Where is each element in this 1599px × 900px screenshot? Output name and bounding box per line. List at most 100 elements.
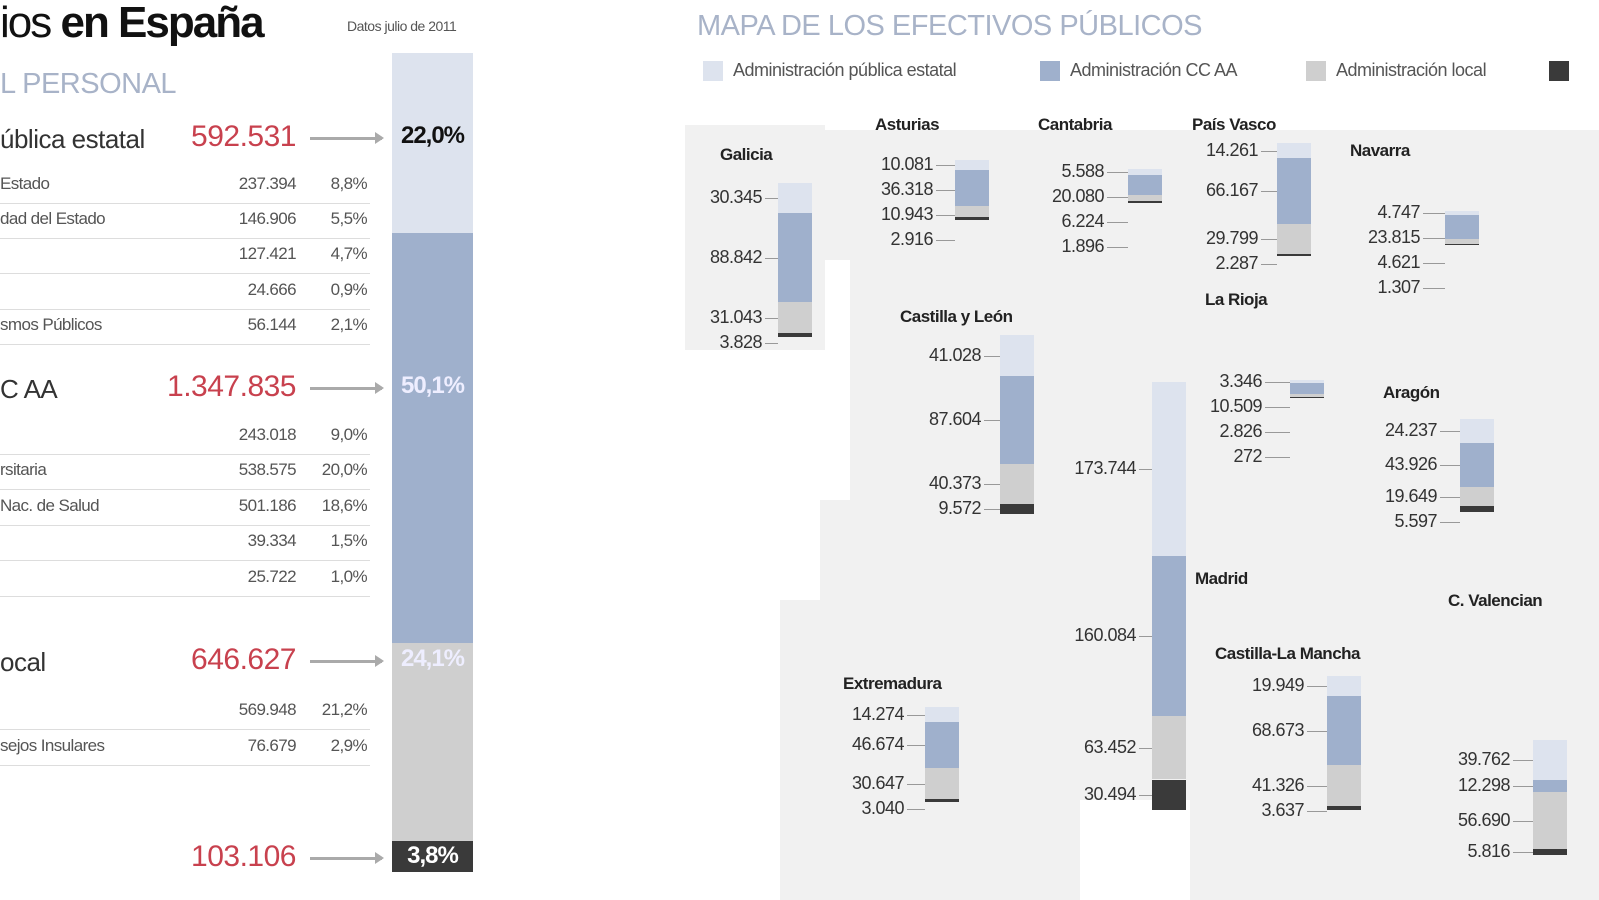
leader-line	[1307, 810, 1327, 812]
table-row: 243.018 9,0%	[0, 419, 370, 455]
bar-segment	[955, 169, 989, 207]
bar-segment	[1277, 143, 1311, 158]
leader-line	[1139, 747, 1152, 749]
legend-item-ccaa: Administración CC AA	[1040, 60, 1238, 84]
bar-segment	[1290, 393, 1324, 397]
section-label: ocal	[0, 647, 46, 677]
row-value: 25.722	[247, 567, 297, 586]
table-row: sejos Insulares 76.679 2,9%	[0, 730, 370, 766]
section-percent: 50,1%	[400, 372, 465, 399]
leader-line	[1440, 464, 1460, 466]
table-row: smos Públicos 56.144 2,1%	[0, 309, 370, 345]
leader-line	[1423, 237, 1445, 239]
leader-line	[1265, 406, 1290, 408]
leader-line	[1261, 263, 1277, 265]
leader-line	[1265, 456, 1290, 458]
row-value: 56.144	[247, 315, 297, 334]
leader-line	[936, 239, 955, 241]
row-label: dad del Estado	[0, 209, 106, 228]
value-label: 66.167	[1205, 179, 1259, 200]
leader-line	[1107, 247, 1128, 248]
value-label: 40.373	[928, 473, 982, 494]
value-label: 10.943	[880, 203, 934, 224]
value-label: 14.274	[851, 703, 905, 724]
value-label: 4.747	[1377, 201, 1420, 222]
region-name: C. Valencian	[1448, 591, 1543, 610]
legend-label: Administración pública estatal	[733, 60, 957, 80]
legend-item-estatal: Administración pública estatal	[703, 60, 957, 84]
leader-line	[1261, 238, 1277, 240]
section-percent: 22,0%	[400, 122, 465, 149]
total-bar-segment	[392, 233, 473, 644]
row-percent: 21,2%	[321, 700, 368, 719]
bar-segment	[1533, 740, 1567, 781]
total-bar-segment	[392, 53, 473, 234]
value-label: 41.028	[928, 344, 982, 365]
row-label: rsitaria	[0, 460, 47, 479]
table-row: 25.722 1,0%	[0, 561, 370, 597]
total-stacked-bar	[392, 53, 473, 872]
value-label: 173.744	[1074, 458, 1136, 479]
row-percent: 9,0%	[330, 425, 368, 444]
bar-segment	[955, 217, 989, 220]
value-label: 6.224	[1061, 211, 1104, 231]
bar-segment	[1290, 396, 1324, 399]
leader-line	[984, 509, 1000, 511]
value-label: 14.261	[1205, 139, 1259, 160]
region-name: Madrid	[1195, 569, 1248, 588]
leader-line	[1139, 469, 1152, 471]
section-percent: 24,1%	[400, 645, 465, 672]
row-value: 243.018	[238, 425, 297, 444]
row-percent: 20,0%	[321, 460, 368, 479]
section-label: ública estatal	[0, 124, 145, 154]
region-name: Navarra	[1350, 141, 1410, 160]
bar-segment	[1327, 676, 1361, 697]
leader-line	[1261, 190, 1277, 192]
arrow-icon	[310, 382, 384, 394]
leader-line	[1139, 636, 1152, 637]
leader-line	[1265, 431, 1290, 433]
value-label: 1.896	[1061, 236, 1104, 256]
bar-segment	[925, 721, 959, 769]
value-label: 5.816	[1467, 841, 1510, 862]
bar-segment	[925, 798, 959, 802]
leader-line	[907, 714, 925, 716]
leader-line	[1307, 785, 1327, 787]
legend-swatch	[1306, 61, 1326, 82]
leader-line	[765, 257, 778, 259]
value-label: 29.799	[1205, 227, 1259, 248]
section-value: 1.347.835	[167, 370, 296, 403]
leader-line	[1265, 381, 1290, 383]
value-label: 31.043	[709, 306, 763, 327]
row-percent: 1,5%	[330, 531, 368, 550]
leader-line	[1107, 222, 1128, 223]
bar-segment	[1000, 504, 1034, 514]
value-label: 46.674	[851, 733, 905, 754]
bar-segment	[1277, 253, 1311, 256]
row-percent: 18,6%	[321, 496, 368, 515]
value-label: 160.084	[1074, 625, 1136, 645]
table-row: 39.334 1,5%	[0, 525, 370, 561]
value-label: 39.762	[1457, 749, 1511, 770]
legend-item-dark	[1549, 60, 1579, 84]
leader-line	[765, 198, 778, 200]
leader-line	[765, 317, 778, 319]
bar-segment	[1327, 765, 1361, 807]
bar-segment	[1533, 780, 1567, 793]
value-label: 19.649	[1384, 485, 1438, 506]
bar-segment	[955, 206, 989, 218]
value-label: 30.494	[1083, 783, 1137, 804]
bar-segment	[1128, 174, 1162, 195]
value-label: 12.298	[1457, 775, 1511, 796]
row-percent: 2,1%	[330, 315, 368, 334]
value-label: 3.040	[861, 797, 904, 818]
row-label: Nac. de Salud	[0, 496, 100, 515]
arrow-icon	[310, 132, 384, 144]
leader-line	[1139, 794, 1152, 796]
arrow-icon	[310, 852, 384, 864]
bar-segment	[1290, 380, 1324, 384]
region-name: Asturias	[875, 115, 940, 134]
total-bar-segment	[392, 643, 473, 841]
bar-segment	[1460, 418, 1494, 443]
value-label: 63.452	[1083, 736, 1137, 757]
